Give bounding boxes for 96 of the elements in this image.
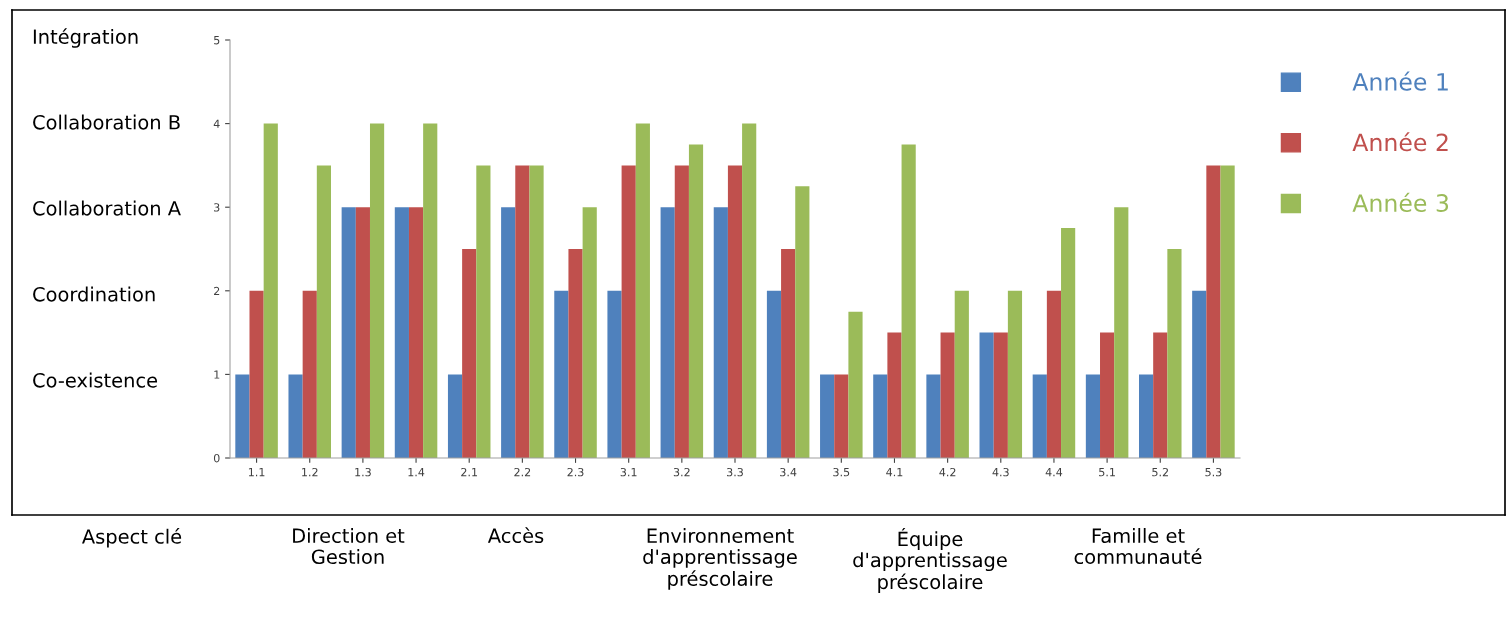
- bar: [1114, 207, 1129, 458]
- bar: [742, 123, 757, 458]
- x-tick-label: 2.2: [514, 467, 531, 477]
- text: Accès: [487, 527, 544, 544]
- y-tick-label: 5: [214, 36, 220, 45]
- bar: [727, 165, 743, 458]
- x-tick-label: 5.2: [1152, 467, 1168, 477]
- x-tick-label: 1.4: [408, 468, 425, 477]
- y-tick-label: 4: [213, 119, 220, 128]
- text: Collaboration A: [33, 200, 181, 216]
- text: Aspect clé: [82, 528, 182, 548]
- bar: [501, 207, 516, 458]
- bar: [515, 165, 530, 458]
- bar: [940, 332, 955, 458]
- bar: [462, 249, 477, 458]
- x-tick-label: 3.4: [780, 467, 797, 477]
- x-tick-label: 1.3: [355, 467, 371, 477]
- legend-label: Année 3: [1352, 192, 1449, 212]
- bar: [341, 207, 356, 458]
- bar: [766, 290, 782, 458]
- x-tick-label: 3.3: [727, 467, 743, 477]
- y-tick-label: 3: [214, 203, 220, 212]
- text: Direction et Gestion: [293, 528, 405, 565]
- y-tick-label: 0: [213, 453, 220, 463]
- bar: [1032, 374, 1047, 458]
- bar: [1139, 374, 1154, 458]
- bar: [834, 374, 849, 458]
- x-tick-label: 4.2: [939, 467, 956, 477]
- x-tick-label: 3.5: [833, 467, 850, 477]
- bar: [355, 207, 370, 458]
- text: Environnement d'apprentissage préscolaire: [643, 528, 797, 590]
- bar: [288, 374, 303, 458]
- bar: [582, 207, 597, 458]
- bar: [1085, 374, 1101, 458]
- bar: [316, 165, 331, 458]
- text: Co-existence: [33, 372, 158, 388]
- bar: [408, 207, 424, 458]
- bar: [1192, 290, 1207, 458]
- bar: [554, 290, 569, 458]
- bar: [781, 249, 796, 458]
- bar: [263, 123, 278, 458]
- bar: [635, 123, 650, 458]
- x-tick-label: 2.1: [461, 467, 478, 477]
- bar: [1167, 249, 1182, 458]
- text: Intégration: [33, 28, 138, 48]
- bar: [302, 290, 317, 458]
- x-tick-label: 3.1: [620, 467, 637, 477]
- bar: [529, 165, 544, 458]
- text: Équipe d'apprentissage préscolaire: [853, 528, 1007, 593]
- text: Famille et communauté: [1074, 528, 1202, 565]
- bar: [688, 144, 704, 458]
- bar: [848, 311, 863, 458]
- bar: [476, 165, 491, 458]
- x-tick-label: 1.1: [248, 468, 265, 477]
- bar: [394, 207, 409, 458]
- bar: [873, 374, 888, 458]
- bar: [249, 290, 264, 458]
- bar: [901, 144, 916, 458]
- bar: [954, 290, 969, 458]
- bar: [369, 123, 385, 458]
- bar: [568, 249, 583, 458]
- bar: [235, 374, 250, 458]
- bar: [795, 186, 810, 458]
- x-tick-label: 5.3: [1205, 467, 1222, 477]
- x-tick-label: 3.2: [673, 467, 690, 477]
- bar: [1206, 165, 1221, 458]
- bar: [1046, 290, 1062, 458]
- bar: [1100, 332, 1115, 458]
- bar: [979, 332, 994, 458]
- bar: [607, 290, 622, 458]
- bar: [621, 165, 636, 458]
- bar: [926, 374, 941, 458]
- y-tick-label: 2: [214, 286, 220, 296]
- bar: [1153, 332, 1168, 458]
- legend-label: Année 2: [1352, 132, 1448, 152]
- bar: [660, 207, 675, 458]
- text: Coordination: [33, 286, 155, 302]
- bar: [1007, 290, 1023, 458]
- legend-label: Année 1: [1352, 71, 1448, 91]
- bar: [887, 332, 902, 458]
- x-tick-label: 4.3: [992, 467, 1009, 477]
- bar: [993, 332, 1008, 458]
- bar: [423, 123, 438, 458]
- x-tick-label: 1.2: [302, 467, 318, 477]
- x-tick-label: 2.3: [567, 467, 584, 477]
- y-tick-label: 1: [214, 370, 220, 379]
- x-tick-label: 4.4: [1045, 468, 1063, 477]
- x-tick-label: 4.1: [886, 468, 903, 477]
- bar: [1061, 228, 1076, 458]
- bar: [674, 165, 689, 458]
- bar: [713, 207, 728, 458]
- text: Collaboration B: [33, 114, 180, 130]
- x-tick-label: 5.1: [1099, 468, 1115, 477]
- bar: [447, 374, 463, 458]
- bar: [1220, 165, 1235, 458]
- bar: [820, 374, 835, 458]
